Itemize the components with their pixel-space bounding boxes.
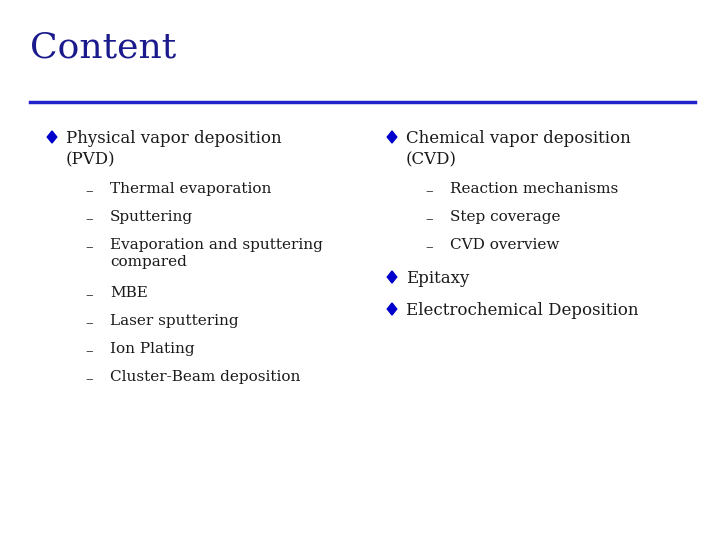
Text: –: – [85,240,93,254]
Text: MBE: MBE [110,286,148,300]
Polygon shape [387,131,397,143]
Polygon shape [48,131,57,143]
Text: Evaporation and sputtering
compared: Evaporation and sputtering compared [110,238,323,269]
Text: Sputtering: Sputtering [110,210,193,224]
Text: Reaction mechanisms: Reaction mechanisms [450,182,618,196]
Text: –: – [85,184,93,198]
Text: Ion Plating: Ion Plating [110,342,194,356]
Text: Thermal evaporation: Thermal evaporation [110,182,271,196]
Text: –: – [425,184,433,198]
Text: Electrochemical Deposition: Electrochemical Deposition [406,302,639,319]
Text: Cluster-Beam deposition: Cluster-Beam deposition [110,370,300,384]
Text: Content: Content [30,30,176,64]
Text: –: – [85,288,93,302]
Text: –: – [85,344,93,358]
Polygon shape [387,303,397,315]
Text: Epitaxy: Epitaxy [406,270,469,287]
Text: Laser sputtering: Laser sputtering [110,314,238,328]
Text: Physical vapor deposition
(PVD): Physical vapor deposition (PVD) [66,130,282,168]
Text: –: – [85,372,93,386]
Text: –: – [425,212,433,226]
Text: –: – [85,316,93,330]
Text: –: – [85,212,93,226]
Text: –: – [425,240,433,254]
Text: Step coverage: Step coverage [450,210,560,224]
Text: CVD overview: CVD overview [450,238,559,252]
Text: Chemical vapor deposition
(CVD): Chemical vapor deposition (CVD) [406,130,631,168]
Polygon shape [387,271,397,283]
